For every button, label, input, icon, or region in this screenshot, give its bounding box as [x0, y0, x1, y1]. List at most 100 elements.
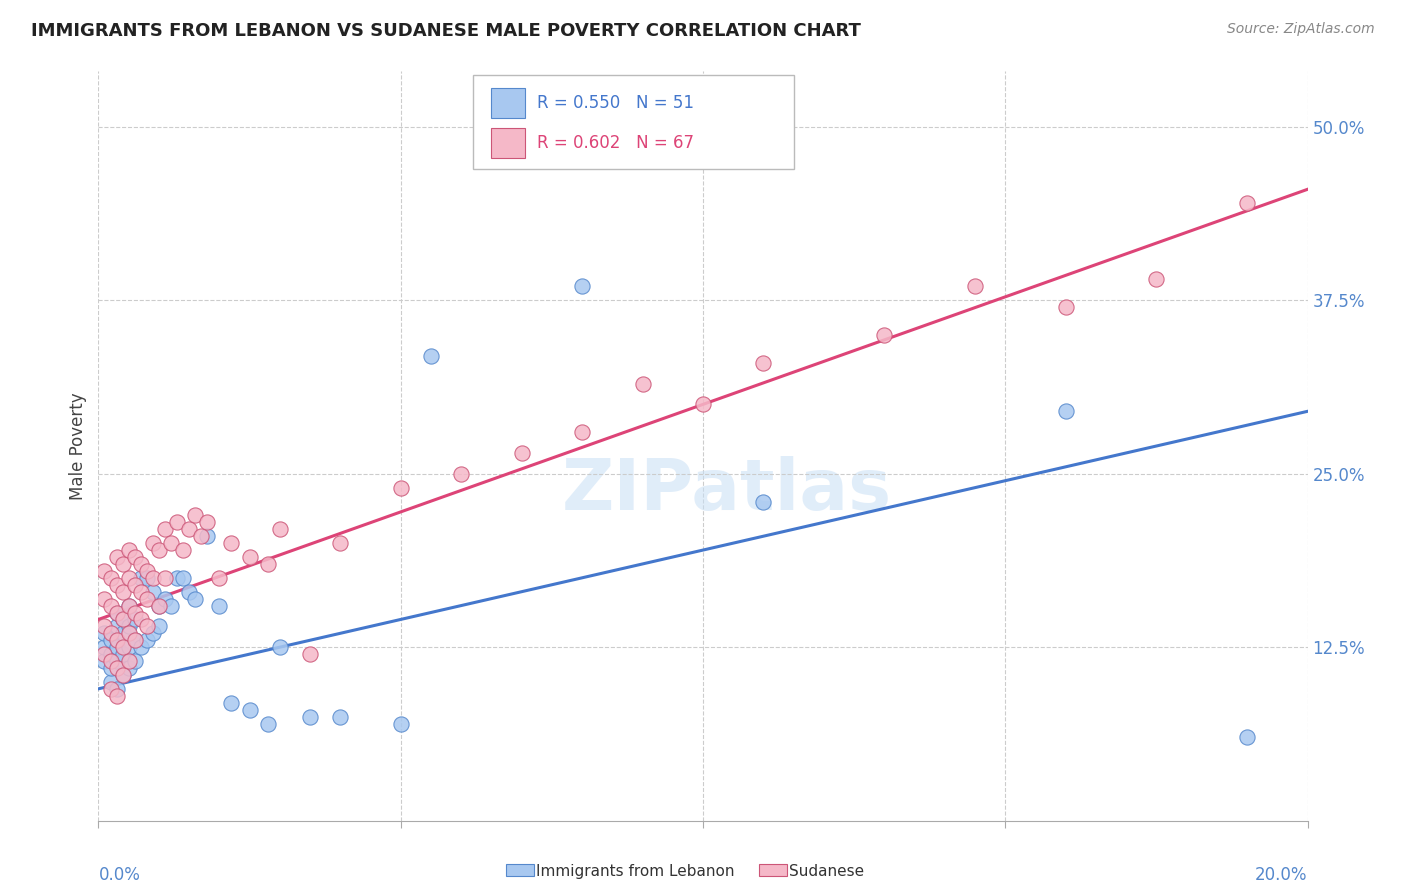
Point — [153, 571, 176, 585]
Point — [105, 619, 128, 633]
Text: R = 0.550   N = 51: R = 0.550 N = 51 — [537, 94, 695, 112]
Point — [450, 467, 472, 481]
Point — [172, 543, 194, 558]
Point — [135, 571, 157, 585]
Point — [135, 564, 157, 578]
Point — [118, 654, 141, 668]
Point — [184, 508, 207, 523]
Point — [118, 661, 141, 675]
Point — [111, 626, 134, 640]
Point — [124, 578, 146, 592]
Point — [166, 571, 188, 585]
Point — [118, 599, 141, 613]
Point — [1054, 404, 1077, 418]
Point — [118, 543, 141, 558]
Point — [269, 522, 291, 536]
Point — [221, 536, 243, 550]
Point — [135, 619, 157, 633]
Point — [105, 681, 128, 696]
Point — [111, 668, 134, 682]
Point — [142, 571, 165, 585]
Point — [256, 716, 278, 731]
Point — [195, 516, 218, 530]
Point — [118, 571, 141, 585]
Point — [129, 640, 152, 655]
Point — [100, 654, 122, 668]
Point — [118, 640, 141, 655]
Point — [124, 633, 146, 648]
Point — [93, 626, 115, 640]
Point — [208, 571, 231, 585]
Point — [111, 557, 134, 571]
Point — [239, 703, 262, 717]
Point — [93, 619, 115, 633]
Point — [510, 446, 533, 460]
Point — [873, 328, 896, 343]
Point — [965, 279, 987, 293]
Point — [100, 599, 122, 613]
Point — [105, 549, 128, 564]
Point — [329, 536, 352, 550]
Point — [148, 599, 170, 613]
Point — [93, 647, 115, 661]
Point — [571, 279, 593, 293]
Point — [100, 626, 122, 640]
Point — [195, 529, 218, 543]
Point — [631, 376, 654, 391]
Point — [129, 571, 152, 585]
Point — [118, 599, 141, 613]
Point — [100, 661, 122, 675]
Text: 0.0%: 0.0% — [98, 866, 141, 885]
Point — [153, 591, 176, 606]
Point — [100, 681, 122, 696]
Point — [111, 668, 134, 682]
Point — [160, 599, 183, 613]
Point — [118, 626, 141, 640]
Point — [166, 516, 188, 530]
Point — [100, 647, 122, 661]
Point — [389, 716, 412, 731]
Point — [571, 425, 593, 439]
FancyBboxPatch shape — [474, 75, 793, 169]
Point — [118, 619, 141, 633]
Point — [179, 584, 201, 599]
Point — [208, 599, 231, 613]
Point — [221, 696, 243, 710]
Point — [135, 633, 157, 648]
Point — [100, 633, 122, 648]
Point — [93, 564, 115, 578]
FancyBboxPatch shape — [492, 87, 526, 118]
Point — [105, 606, 128, 620]
Point — [124, 654, 146, 668]
Point — [179, 522, 201, 536]
Point — [124, 633, 146, 648]
Point — [129, 557, 152, 571]
Point — [129, 584, 152, 599]
Point — [142, 584, 165, 599]
Point — [269, 640, 291, 655]
Point — [124, 549, 146, 564]
Y-axis label: Male Poverty: Male Poverty — [69, 392, 87, 500]
Point — [105, 661, 128, 675]
Point — [692, 397, 714, 411]
Point — [148, 599, 170, 613]
Point — [329, 709, 352, 723]
Point — [111, 612, 134, 626]
Point — [93, 591, 115, 606]
Point — [105, 689, 128, 703]
Text: Sudanese: Sudanese — [789, 864, 863, 879]
Point — [299, 647, 322, 661]
Point — [190, 529, 212, 543]
Point — [105, 578, 128, 592]
Point — [111, 612, 134, 626]
Text: R = 0.602   N = 67: R = 0.602 N = 67 — [537, 134, 695, 153]
Point — [752, 356, 775, 370]
Point — [420, 349, 443, 363]
Point — [93, 640, 115, 655]
Point — [752, 494, 775, 508]
Point — [142, 626, 165, 640]
Point — [111, 647, 134, 661]
Point — [100, 674, 122, 689]
Point — [124, 606, 146, 620]
Point — [184, 591, 207, 606]
